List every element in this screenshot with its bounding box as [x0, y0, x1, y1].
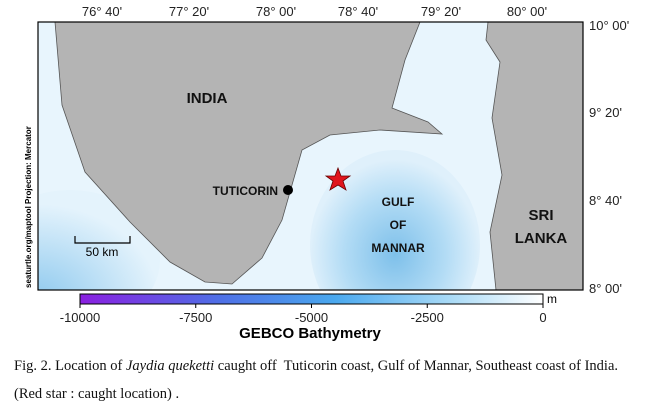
place-label: MANNAR: [371, 241, 425, 255]
place-label: LANKA: [515, 230, 568, 247]
place-label: INDIA: [187, 90, 228, 107]
deep-water: [310, 150, 480, 290]
longitude-label: 78° 00': [256, 4, 296, 19]
latitude-label: 9° 20': [589, 105, 622, 120]
scale-bar: [74, 236, 131, 244]
species-name: Jaydia queketti: [125, 358, 215, 374]
longitude-label: 80° 00': [507, 4, 547, 19]
latitude-labels: 10° 00' 9° 20' 8° 40' 8° 00': [589, 18, 629, 296]
place-label: TUTICORIN: [213, 184, 278, 198]
caption-text: Fig. 2. Location of: [14, 358, 126, 374]
map-frame: [37, 21, 584, 291]
land-sri-lanka: [485, 22, 583, 290]
colorbar-tick-label: -5000: [295, 310, 328, 325]
tuticorin-marker: [283, 185, 293, 195]
longitude-label: 79° 20': [421, 4, 461, 19]
land-india: [54, 22, 444, 285]
longitude-labels: 76° 40' 77° 20' 78° 00' 78° 40' 79° 20' 80° 0…: [82, 4, 547, 19]
colorbar-tick-label: -7500: [179, 310, 212, 325]
credit: seaturtle.org/maptool Projection: Mercat…: [24, 126, 33, 288]
colorbar: [79, 293, 544, 305]
scale-label: 50 km: [86, 245, 119, 259]
place-label: OF: [390, 218, 407, 232]
longitude-label: 78° 40': [338, 4, 378, 19]
longitude-label: 77° 20': [169, 4, 209, 19]
colorbar-unit: m: [547, 292, 557, 306]
colorbar-tick-label: -2500: [411, 310, 444, 325]
caption: Fig. 2. Location of Jaydia queketti caug…: [14, 352, 634, 408]
caught-location-star: [324, 166, 352, 191]
colorbar-tick-label: -10000: [60, 310, 100, 325]
map: [38, 22, 583, 290]
figure: 76° 40' 77° 20' 78° 00' 78° 40' 79° 20' 80° 0…: [24, 4, 629, 342]
latitude-label: 8° 40': [589, 193, 622, 208]
colorbar-title: GEBCO Bathymetry: [239, 325, 381, 342]
longitude-label: 76° 40': [82, 4, 122, 19]
colorbar-tick-label: 0: [539, 310, 546, 325]
latitude-label: 10° 00': [589, 18, 629, 33]
place-label: SRI: [528, 207, 553, 224]
latitude-label: 8° 00': [589, 281, 622, 296]
place-label: GULF: [382, 195, 415, 209]
caption-text: caught off Tuticorin coast, Gulf of Mann…: [14, 358, 622, 402]
colorbar-ticks: -10000 -7500 -5000 -2500 0: [60, 304, 547, 325]
